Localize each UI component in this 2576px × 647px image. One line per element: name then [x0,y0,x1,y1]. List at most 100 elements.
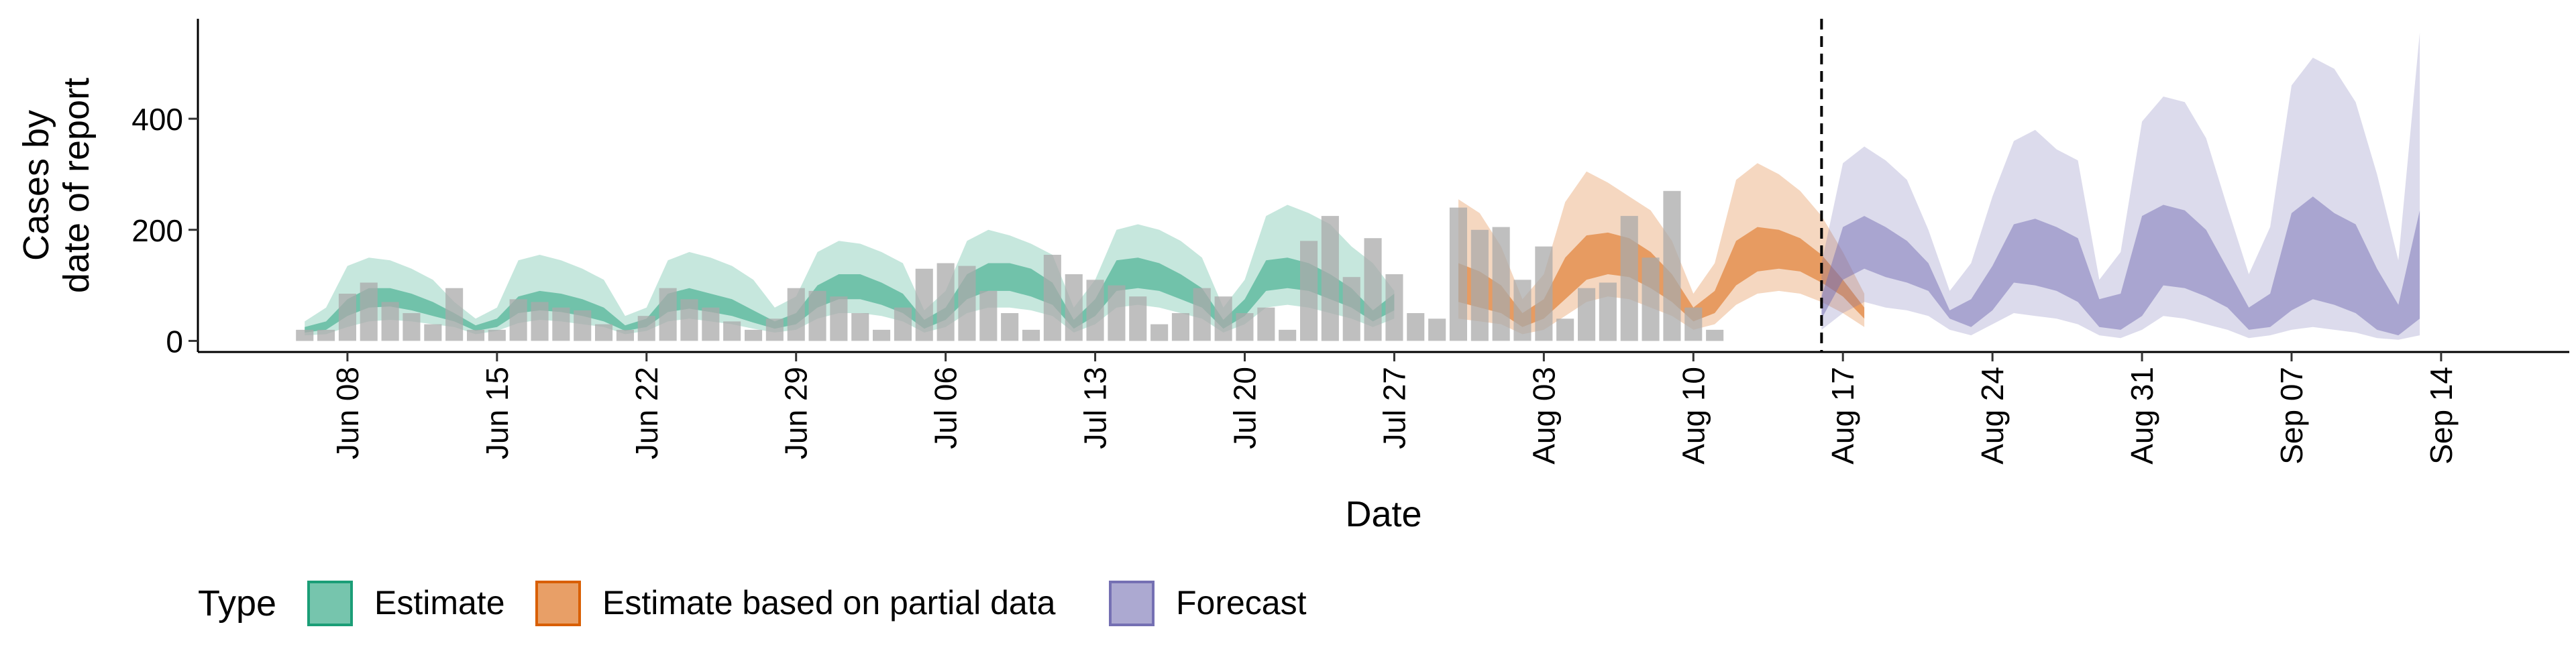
observed-bars-layer [296,190,1724,341]
observed-bar [915,268,933,341]
observed-bar [702,307,720,341]
observed-bar [296,329,314,341]
observed-bar [745,329,763,341]
observed-bar [1620,216,1638,341]
x-tick-label: Sep 07 [2274,367,2309,465]
observed-bar [360,282,378,341]
legend-title: Type [198,583,276,624]
observed-bar [1556,318,1574,341]
observed-bar [1470,229,1489,341]
ribbon-layer [305,32,2420,340]
observed-bar [1428,318,1446,341]
x-tick-label: Aug 24 [1975,367,2010,465]
estimate-based-on-partial-data-inner-ribbon [1458,227,1865,327]
y-tick-label: 0 [166,324,183,359]
x-tick-label: Sep 14 [2424,367,2459,465]
observed-bar [723,321,741,341]
observed-bar [595,324,613,341]
observed-bar [1578,288,1596,341]
observed-bar [1171,313,1189,341]
x-tick-label: Jul 13 [1078,367,1113,449]
x-tick-label: Jun 29 [779,367,814,459]
observed-bar [1407,313,1425,341]
observed-bar [1449,207,1467,341]
x-tick-label: Aug 10 [1676,367,1711,465]
x-tick-label: Aug 03 [1526,367,1561,465]
observed-bar [1065,274,1083,341]
observed-bar [1684,307,1703,341]
observed-bar [1236,313,1254,341]
observed-bar [851,313,869,341]
observed-bar [830,296,848,341]
observed-bar [1321,216,1339,341]
observed-bar [1257,307,1275,341]
observed-bar [1535,246,1553,341]
observed-bar [1279,329,1297,341]
observed-bar [445,288,464,341]
observed-bar [637,316,655,341]
axis-labels-layer: Date Cases by date of report [16,78,1422,534]
observed-bar [1599,282,1617,341]
y-axis-title-line-2: date of report [56,78,97,293]
observed-bar [574,310,592,341]
axes-layer: 0 200 400 Jun 08 Jun 15 Jun 22 Jun 29 Jul 06 Jul… [131,19,2569,465]
observed-bar [338,294,356,341]
x-tick-label: Jul 27 [1377,367,1411,449]
observed-bar [424,324,442,341]
observed-bar [1150,324,1169,341]
x-tick-label: Jun 22 [629,367,664,459]
observed-bar [1492,227,1510,341]
observed-bar [488,329,506,341]
observed-bar [979,290,998,341]
observed-bar [381,302,399,341]
legend-label: Estimate [374,584,505,622]
legend-key [307,581,353,626]
observed-bar [402,313,421,341]
observed-bar [1001,313,1019,341]
observed-bar [317,329,335,341]
observed-bar [1300,241,1318,341]
observed-bar [1022,329,1040,341]
observed-bar [1086,280,1104,341]
observed-bar [1043,255,1061,341]
x-tick-label: Jun 08 [330,367,365,459]
x-tick-label: Jul 20 [1228,367,1263,449]
x-tick-label: Aug 17 [1825,367,1860,465]
legend-label: Forecast [1176,584,1307,622]
observed-bar [1706,329,1724,341]
x-axis-title: Date [1345,494,1421,534]
observed-bar [1214,296,1232,341]
observed-bar [616,329,634,341]
observed-bar [936,263,955,341]
observed-bar [1108,285,1126,341]
observed-bar [1193,288,1211,341]
observed-bar [552,307,570,341]
observed-bar [1663,190,1681,341]
observed-bar [958,266,976,341]
legend-key [1109,581,1155,626]
observed-bar [1385,274,1403,341]
observed-bar [531,302,549,341]
observed-bar [1642,257,1660,341]
y-tick-label: 200 [131,213,183,248]
observed-bar [894,307,912,341]
forecast-outer-ribbon [1821,32,2420,340]
observed-bar [680,299,698,341]
forecast-inner-ribbon [1821,196,2420,336]
y-axis-title-line-1: Cases by [16,110,56,261]
observed-bar [1342,277,1360,341]
observed-bar [765,318,784,341]
observed-bar [808,290,826,341]
x-tick-label: Jul 06 [928,367,963,449]
observed-bar [509,299,527,341]
y-tick-label: 400 [131,102,183,137]
legend-key [535,581,581,626]
legend-label: Estimate based on partial data [602,584,1056,622]
observed-bar [467,329,485,341]
observed-bar [1513,280,1532,341]
observed-bar [659,288,677,341]
observed-bar [1364,238,1382,341]
x-tick-label: Aug 31 [2125,367,2159,465]
